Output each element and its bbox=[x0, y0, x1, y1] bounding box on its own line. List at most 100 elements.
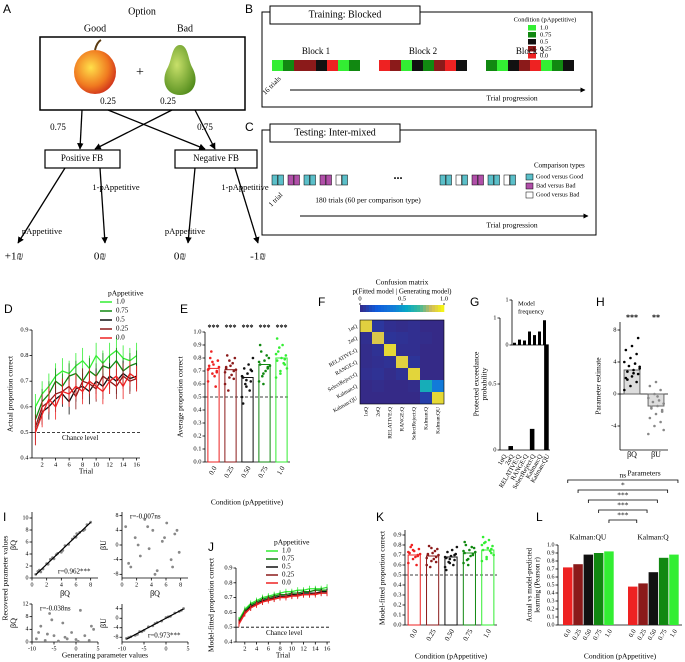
heatmap-cell bbox=[384, 380, 396, 392]
panel-letter: F bbox=[318, 295, 325, 309]
data-point bbox=[662, 402, 665, 405]
annotation: r=0.962*** bbox=[58, 568, 91, 576]
heatmap-cell bbox=[396, 356, 408, 368]
y-tick-label: 0.4 bbox=[193, 406, 202, 413]
data-point bbox=[228, 359, 231, 362]
x-axis-label: Trial bbox=[276, 651, 290, 660]
data-point bbox=[262, 372, 265, 375]
label: 0.75 bbox=[197, 122, 213, 132]
data-point bbox=[653, 392, 656, 396]
heatmap-cell bbox=[420, 332, 432, 344]
x-tick-label: 6 bbox=[68, 461, 72, 468]
heatmap-cell bbox=[408, 332, 420, 344]
y-tick-label: 0.7 bbox=[393, 551, 402, 558]
y-tick-label: 0.4 bbox=[224, 638, 233, 645]
y-tick-label: 0 bbox=[26, 575, 29, 581]
panel-letter: G bbox=[470, 295, 479, 309]
data-point bbox=[418, 552, 422, 556]
legend-swatch bbox=[525, 191, 534, 199]
trial bbox=[401, 60, 412, 71]
outcome: -1₪ bbox=[250, 251, 266, 263]
legend-label: 1.0 bbox=[116, 298, 125, 306]
pear-icon bbox=[164, 45, 196, 95]
inset-title: Model bbox=[518, 300, 535, 307]
x-tick-label: 2 bbox=[41, 461, 44, 468]
data-point bbox=[281, 343, 284, 347]
y-tick-label: 4 bbox=[26, 551, 29, 557]
data-point bbox=[262, 382, 265, 386]
y-axis-label: Actual vs model-predicted bbox=[526, 547, 534, 622]
label: Condition (pAppetitive) bbox=[514, 16, 577, 23]
bar bbox=[508, 446, 513, 450]
y-axis-label: βQ bbox=[9, 618, 18, 628]
x-tick-label: 0.25 bbox=[425, 627, 438, 642]
label: Positive FB bbox=[61, 153, 103, 163]
legend-label: 1.0 bbox=[282, 547, 291, 555]
data-point bbox=[61, 621, 65, 625]
y-tick-label: 0.5 bbox=[20, 429, 28, 436]
series-line bbox=[238, 586, 328, 621]
data-point bbox=[436, 547, 439, 551]
panel-letter: K bbox=[376, 510, 384, 524]
x-tick-label: 4 bbox=[255, 645, 259, 652]
column-label: Kalman:QU bbox=[435, 407, 441, 434]
trial bbox=[341, 174, 348, 186]
x-tick-label: 1αQ bbox=[497, 453, 509, 467]
block-label: Block 2 bbox=[409, 46, 437, 56]
arrow bbox=[77, 109, 84, 150]
bar bbox=[481, 549, 495, 626]
data-point bbox=[213, 374, 216, 378]
trial bbox=[434, 60, 445, 71]
trial bbox=[519, 60, 530, 71]
data-point bbox=[216, 359, 220, 362]
data-point bbox=[210, 350, 213, 353]
heatmap-cell bbox=[408, 380, 420, 392]
data-point bbox=[46, 632, 49, 636]
y-tick-label: 0.9 bbox=[393, 531, 401, 538]
trial bbox=[456, 60, 467, 71]
heatmap-cell bbox=[372, 332, 384, 344]
x-tick-label: 8 bbox=[179, 582, 182, 588]
x-tick-label: 0.50 bbox=[240, 464, 253, 479]
data-point bbox=[160, 539, 164, 543]
column-label: RELATIVE:Q bbox=[387, 407, 393, 439]
trial bbox=[552, 60, 563, 71]
trial bbox=[271, 174, 278, 186]
arrow bbox=[107, 109, 206, 150]
data-point bbox=[263, 359, 266, 362]
data-point bbox=[265, 354, 268, 357]
data-point bbox=[627, 364, 631, 368]
trial bbox=[335, 174, 342, 186]
data-point bbox=[449, 554, 453, 558]
colorbar-segment bbox=[402, 305, 406, 312]
y-tick-label: 4 bbox=[116, 606, 119, 612]
data-point bbox=[280, 356, 283, 360]
data-point bbox=[630, 344, 634, 348]
y-tick-label: 0.0 bbox=[393, 621, 401, 628]
column-label: Kalman:Q bbox=[423, 407, 429, 430]
colorbar-segment bbox=[369, 305, 373, 312]
panel-letter: H bbox=[596, 295, 605, 309]
x-tick-label: βQ bbox=[627, 450, 637, 459]
data-point bbox=[241, 402, 245, 405]
x-tick-label: 8 bbox=[278, 645, 281, 652]
data-point bbox=[491, 544, 494, 548]
data-point bbox=[267, 356, 271, 360]
data-point bbox=[411, 557, 415, 561]
panel-c-title-box bbox=[269, 123, 401, 143]
data-point bbox=[481, 548, 485, 552]
data-point bbox=[411, 548, 415, 552]
data-point bbox=[223, 371, 227, 374]
data-point bbox=[48, 612, 51, 615]
data-point bbox=[224, 365, 228, 369]
bar bbox=[529, 428, 535, 450]
data-point bbox=[623, 360, 626, 364]
data-point bbox=[636, 336, 640, 340]
data-point bbox=[662, 428, 665, 432]
data-point bbox=[138, 554, 142, 558]
data-point bbox=[633, 362, 637, 365]
panel-letter: D bbox=[4, 302, 13, 316]
option-box bbox=[39, 36, 246, 111]
trial bbox=[445, 60, 456, 71]
